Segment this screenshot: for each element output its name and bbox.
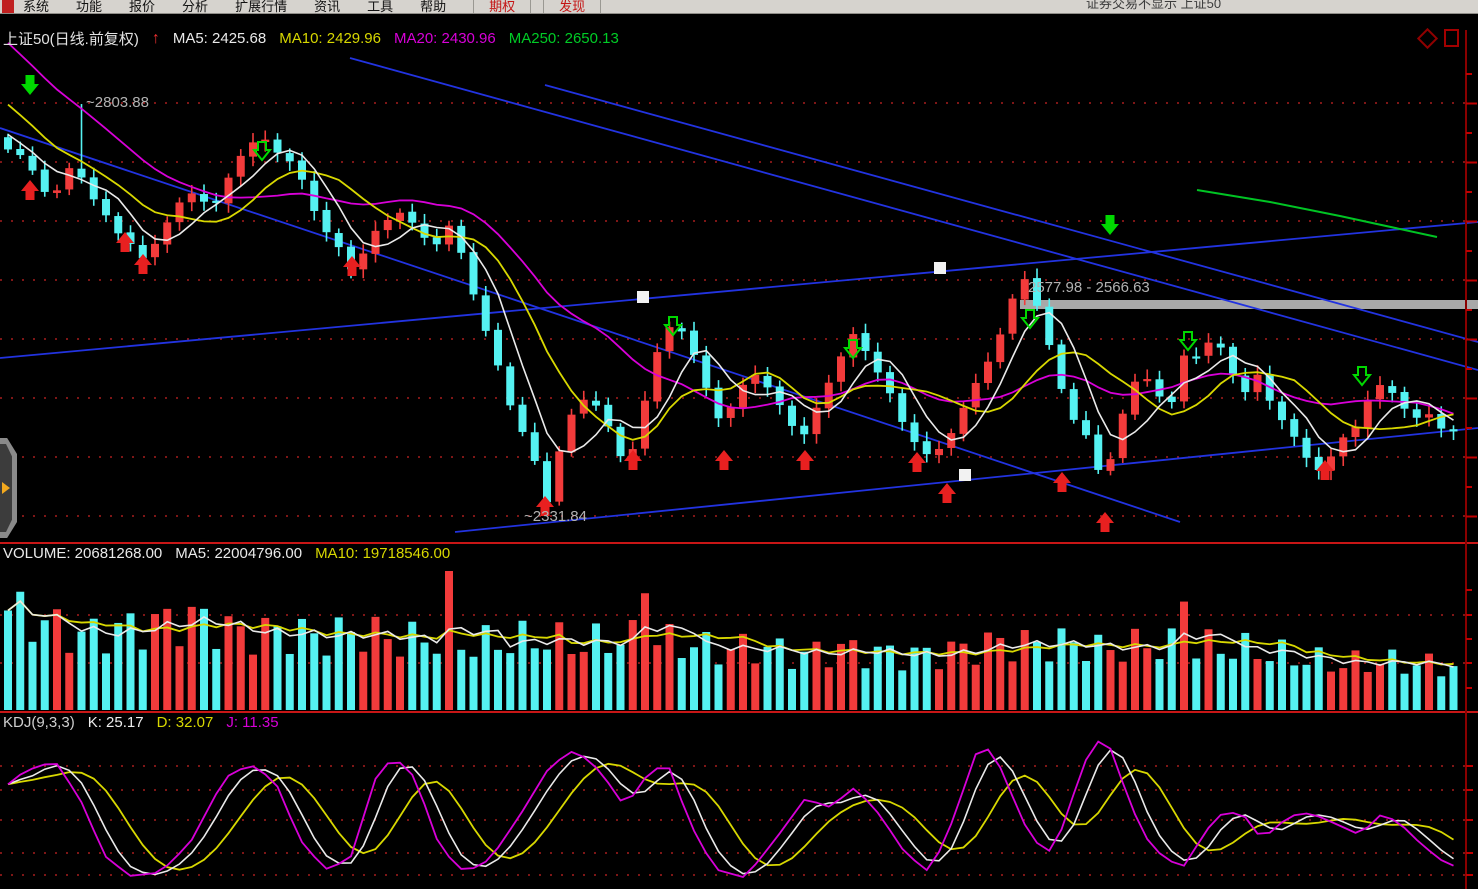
menu-hot-item-期权[interactable]: 期权: [473, 0, 532, 13]
chart-area[interactable]: 上证50(日线.前复权) ↑ MA5: 2425.68 MA10: 2429.9…: [0, 14, 1478, 889]
gap-band-label: 2577.98 - 2566.63: [1028, 279, 1150, 296]
menu-item-分析[interactable]: 分析: [182, 0, 209, 14]
kdj-j-value: J: 11.35: [226, 714, 279, 731]
up-arrow-icon: ↑: [151, 29, 160, 47]
menubar-status-text: 证券交易不显示 上证50: [1086, 0, 1222, 11]
menu-item-功能[interactable]: 功能: [76, 0, 103, 14]
ma5-value: MA5: 2425.68: [172, 30, 267, 47]
menu-hot-item-发现[interactable]: 发现: [543, 0, 602, 13]
diamond-icon[interactable]: [1416, 27, 1439, 49]
menu-item-报价[interactable]: 报价: [129, 0, 156, 14]
kdj-k-value: K: 25.17: [87, 714, 144, 731]
chart-canvas[interactable]: [0, 14, 1478, 889]
kdj-name: KDJ(9,3,3): [3, 714, 75, 731]
symbol-title: 上证50(日线.前复权): [3, 31, 139, 48]
price-panel-legend: 上证50(日线.前复权) ↑ MA5: 2425.68 MA10: 2429.9…: [3, 28, 619, 49]
volume-panel-legend: VOLUME: 20681268.00 MA5: 22004796.00 MA1…: [3, 545, 450, 562]
kdj-panel-legend: KDJ(9,3,3) K: 25.17 D: 32.07 J: 11.35: [3, 714, 279, 731]
volume-value: VOLUME: 20681268.00: [3, 545, 163, 562]
menu-bar: 系统 功能 报价 分析 扩展行情 资讯 工具 帮助 期权 发现 证券交易不显示 上证50: [0, 0, 1478, 14]
window-icon[interactable]: [1444, 29, 1459, 47]
peak-price-label: ~2803.88: [86, 94, 149, 111]
menu-item-系统[interactable]: 系统: [23, 0, 50, 14]
volume-ma10-value: MA10: 19718546.00: [315, 545, 451, 562]
menu-item-资讯[interactable]: 资讯: [314, 0, 341, 14]
ma20-value: MA20: 2430.96: [394, 30, 496, 47]
kdj-d-value: D: 32.07: [156, 714, 214, 731]
ma250-value: MA250: 2650.13: [508, 30, 619, 47]
sidebar-flyout-handle[interactable]: [0, 438, 17, 538]
volume-ma5-value: MA5: 22004796.00: [175, 545, 303, 562]
trough-price-label: ~2331.84: [524, 508, 587, 525]
menu-item-工具[interactable]: 工具: [367, 0, 394, 14]
menu-item-扩展行情[interactable]: 扩展行情: [235, 0, 288, 14]
app-icon: [2, 0, 14, 13]
menu-item-帮助[interactable]: 帮助: [420, 0, 447, 14]
ma10-value: MA10: 2429.96: [279, 30, 381, 47]
flyout-arrow-icon: [2, 482, 10, 494]
